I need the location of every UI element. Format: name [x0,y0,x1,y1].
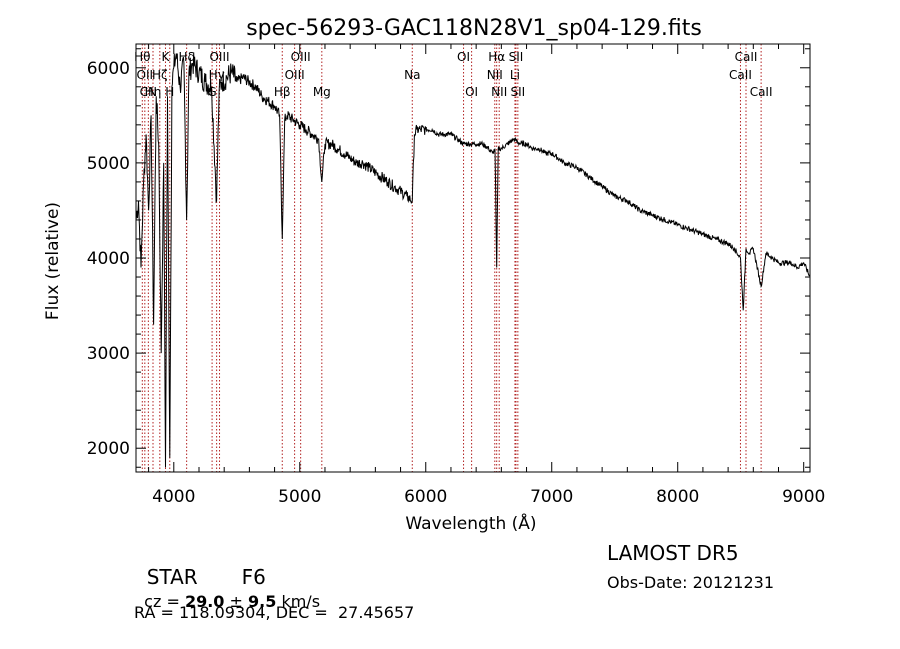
x-tick-label-4: 8000 [656,487,699,507]
y-axis-label: Flux (relative) [43,202,63,320]
line-label-23: SII [510,85,525,99]
x-tick-label-1: 5000 [278,487,321,507]
line-label-14: Mg [313,85,331,99]
y-tick-label-1: 3000 [87,344,130,364]
line-label-0: Hθ [134,50,150,64]
y-tick-label-0: 2000 [87,439,130,459]
line-label-17: OI [465,85,478,99]
spectrum-series-line [135,52,811,468]
cz-prefix: cz = [144,592,185,611]
y-axis-ticks: 2000 3000 4000 5000 6000 [87,48,810,468]
line-label-5: K [162,50,171,64]
cz-value: 29.0 [184,592,225,611]
x-tick-label-3: 7000 [530,487,573,507]
coordinates: RA = 118.09304, DEC = 27.45657 [134,603,415,622]
line-label-16: OI [457,50,470,64]
x-axis-ticks: 4000 5000 6000 7000 8000 9000 [148,44,825,507]
line-label-2: CN [140,85,157,99]
line-label-3: Hη [145,85,162,99]
line-label-13: OIII [291,50,311,64]
line-label-26: CaII [750,85,773,99]
y-tick-label-2: 4000 [87,249,130,269]
spectral-line-markers [141,44,762,472]
y-tick-label-4: 6000 [87,59,130,79]
line-label-15: Na [404,68,420,82]
x-tick-label-5: 9000 [782,487,825,507]
obs-date: Obs-Date: 20121231 [607,573,775,592]
x-tick-label-2: 6000 [404,487,447,507]
line-label-12: OIII [285,68,305,82]
subclass-label: F6 [241,565,266,589]
object-class: STAR F6 [134,541,266,589]
redshift-line: cz = 29.0 ± 9.5 km/s [134,573,320,611]
survey-label: LAMOST DR5 [607,541,739,565]
cz-separator: ± [224,592,249,611]
y-tick-label-3: 5000 [87,154,130,174]
chart-title: spec-56293-GAC118N28V1_sp04-129.fits [246,16,702,41]
line-label-21: Li [510,68,520,82]
line-label-6: H [165,85,174,99]
line-label-10: OIII [209,50,229,64]
cz-unit: km/s [276,592,321,611]
line-label-1: OII [137,68,154,82]
line-label-19: Hα [488,50,505,64]
line-label-4: Hζ [152,68,168,82]
x-tick-label-0: 4000 [152,487,195,507]
line-label-18: NII [487,68,503,82]
line-label-22: SII [509,50,524,64]
line-label-11: Hβ [274,85,291,99]
x-axis-label: Wavelength (Å) [405,512,536,534]
line-label-20: NII [491,85,507,99]
line-label-9: Hγ [209,68,225,82]
line-label-24: CaII [729,68,752,82]
plot-frame [135,43,811,473]
class-label: STAR [146,565,198,589]
line-label-25: CaII [735,50,758,64]
cz-error: 9.5 [248,592,277,611]
line-label-7: Hδ [178,50,194,64]
line-label-8: G [207,85,216,99]
